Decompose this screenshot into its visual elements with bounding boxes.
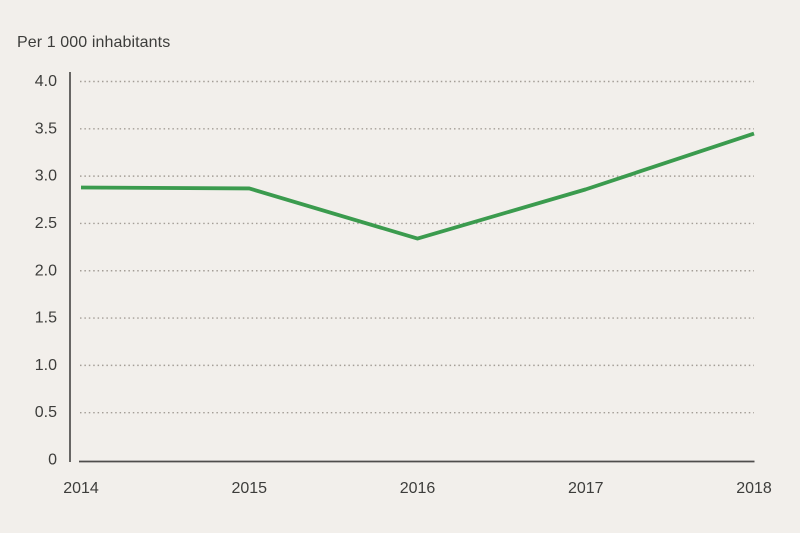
y-axis-tick-label: 3.0 [35, 168, 57, 185]
x-axis-tick-label: 2018 [736, 480, 772, 497]
x-axis-tick-label: 2014 [63, 480, 99, 497]
chart-title: Per 1 000 inhabitants [17, 34, 171, 51]
x-axis-tick-label: 2017 [568, 480, 604, 497]
y-axis-tick-label: 0 [48, 452, 57, 469]
y-axis-tick-label: 1.5 [35, 310, 57, 327]
y-axis-tick-label: 0.5 [35, 404, 57, 421]
y-axis-tick-label: 4.0 [35, 73, 57, 90]
y-axis-tick-label: 2.5 [35, 215, 57, 232]
y-axis-tick-label: 1.0 [35, 357, 57, 374]
y-axis-tick-label: 2.0 [35, 262, 57, 279]
x-axis-tick-label: 2015 [231, 480, 267, 497]
series-line [80, 131, 755, 241]
x-axis-tick-label: 2016 [400, 480, 436, 497]
y-axis-tick-label: 3.5 [35, 120, 57, 137]
